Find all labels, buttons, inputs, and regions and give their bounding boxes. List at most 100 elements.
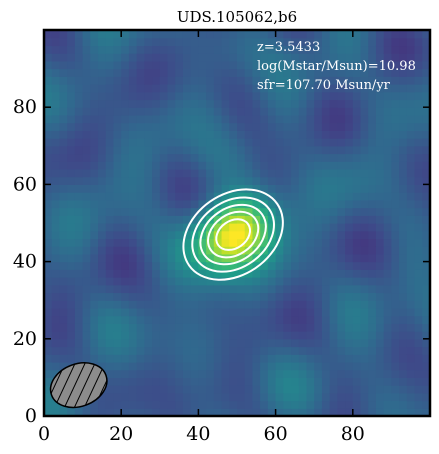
heatmap-cell [98, 145, 107, 155]
heatmap-cell [267, 145, 277, 155]
heatmap-cell [368, 377, 377, 386]
heatmap-cell [213, 114, 223, 124]
heatmap-cell [221, 30, 230, 39]
heatmap-cell [399, 377, 408, 386]
heatmap-cell [329, 338, 338, 348]
heatmap-cell [51, 307, 61, 317]
heatmap-cell [190, 400, 199, 409]
heatmap-cell [213, 107, 223, 116]
heatmap-cell [352, 161, 362, 170]
heatmap-cell [314, 60, 323, 70]
heatmap-cell [260, 37, 269, 47]
heatmap-cell [298, 215, 308, 224]
heatmap-cell [59, 168, 68, 178]
heatmap-cell [321, 99, 331, 108]
heatmap-cell [182, 238, 192, 247]
heatmap-cell [206, 53, 215, 62]
heatmap-cell [306, 307, 315, 317]
heatmap-cell [113, 392, 122, 402]
heatmap-cell [105, 246, 115, 255]
heatmap-cell [306, 354, 315, 363]
heatmap-cell [252, 138, 261, 147]
heatmap-cell [283, 130, 292, 139]
heatmap-cell [399, 45, 408, 54]
heatmap-cell [128, 91, 138, 101]
heatmap-cell [128, 230, 138, 240]
heatmap-cell [267, 60, 277, 70]
heatmap-cell [422, 76, 430, 85]
heatmap-cell [67, 114, 76, 124]
heatmap-cell [391, 408, 400, 416]
heatmap-cell [345, 99, 354, 108]
heatmap-cell [213, 138, 223, 147]
heatmap-cell [98, 408, 107, 416]
heatmap-cell [67, 176, 76, 185]
heatmap-cell [252, 361, 261, 371]
heatmap-cell [244, 261, 254, 270]
heatmap-cell [298, 76, 308, 85]
heatmap-cell [306, 30, 315, 39]
heatmap-cell [345, 246, 354, 255]
contour-level-5 [215, 218, 252, 251]
heatmap-cell [383, 307, 392, 317]
heatmap-cell [105, 84, 115, 93]
y-tick-label: 60 [13, 173, 37, 195]
heatmap-cell [190, 192, 199, 201]
heatmap-cell [360, 68, 369, 77]
heatmap-cell [321, 207, 331, 216]
heatmap-cell [399, 238, 408, 247]
heatmap-cell [159, 122, 169, 131]
heatmap-cell [399, 323, 408, 332]
heatmap-cell [206, 68, 215, 77]
heatmap-cell [206, 99, 215, 108]
heatmap-cell [406, 292, 416, 301]
heatmap-cell [275, 300, 284, 309]
heatmap-cell [368, 300, 377, 309]
heatmap-cell [422, 84, 430, 93]
heatmap-cell [74, 99, 84, 108]
heatmap-cell [406, 261, 416, 270]
heatmap-cell [406, 385, 416, 394]
heatmap-cell [67, 199, 76, 209]
heatmap-cell [67, 68, 76, 77]
chart-title: UDS.105062,b6 [177, 8, 297, 26]
heatmap-cell [167, 114, 176, 124]
heatmap-cell [144, 76, 153, 85]
heatmap-cell [229, 323, 238, 332]
heatmap-cell [383, 37, 392, 47]
heatmap-cell [314, 207, 323, 216]
heatmap-cell [314, 369, 323, 378]
heatmap-cell [360, 60, 369, 70]
heatmap-cell [237, 323, 246, 332]
heatmap-cell [105, 331, 115, 340]
heatmap-cell [190, 300, 199, 309]
heatmap-cell [59, 145, 68, 155]
heatmap-cell [298, 37, 308, 47]
heatmap-cell [159, 323, 169, 332]
heatmap-cell [159, 215, 169, 224]
heatmap-cell [229, 184, 238, 193]
heatmap-cell [175, 215, 184, 224]
heatmap-cell [337, 307, 346, 317]
heatmap-cell [105, 361, 115, 371]
heatmap-cell [44, 238, 53, 247]
heatmap-cell [229, 84, 238, 93]
heatmap-cell [306, 223, 315, 232]
heatmap-cell [267, 253, 277, 263]
heatmap-cell [267, 168, 277, 178]
heatmap-cell [321, 130, 331, 139]
heatmap-cell [159, 223, 169, 232]
heatmap-cell [283, 107, 292, 116]
heatmap-cell [152, 192, 161, 201]
heatmap-cell [252, 369, 261, 378]
heatmap-cell [128, 292, 138, 301]
heatmap-cell [121, 153, 130, 162]
heatmap-cell [399, 331, 408, 340]
heatmap-cell [399, 230, 408, 240]
heatmap-cell [51, 45, 61, 54]
heatmap-cell [375, 261, 385, 270]
heatmap-cell [368, 60, 377, 70]
heatmap-cell [298, 153, 308, 162]
heatmap-cell [329, 315, 338, 324]
heatmap-cell [345, 107, 354, 116]
